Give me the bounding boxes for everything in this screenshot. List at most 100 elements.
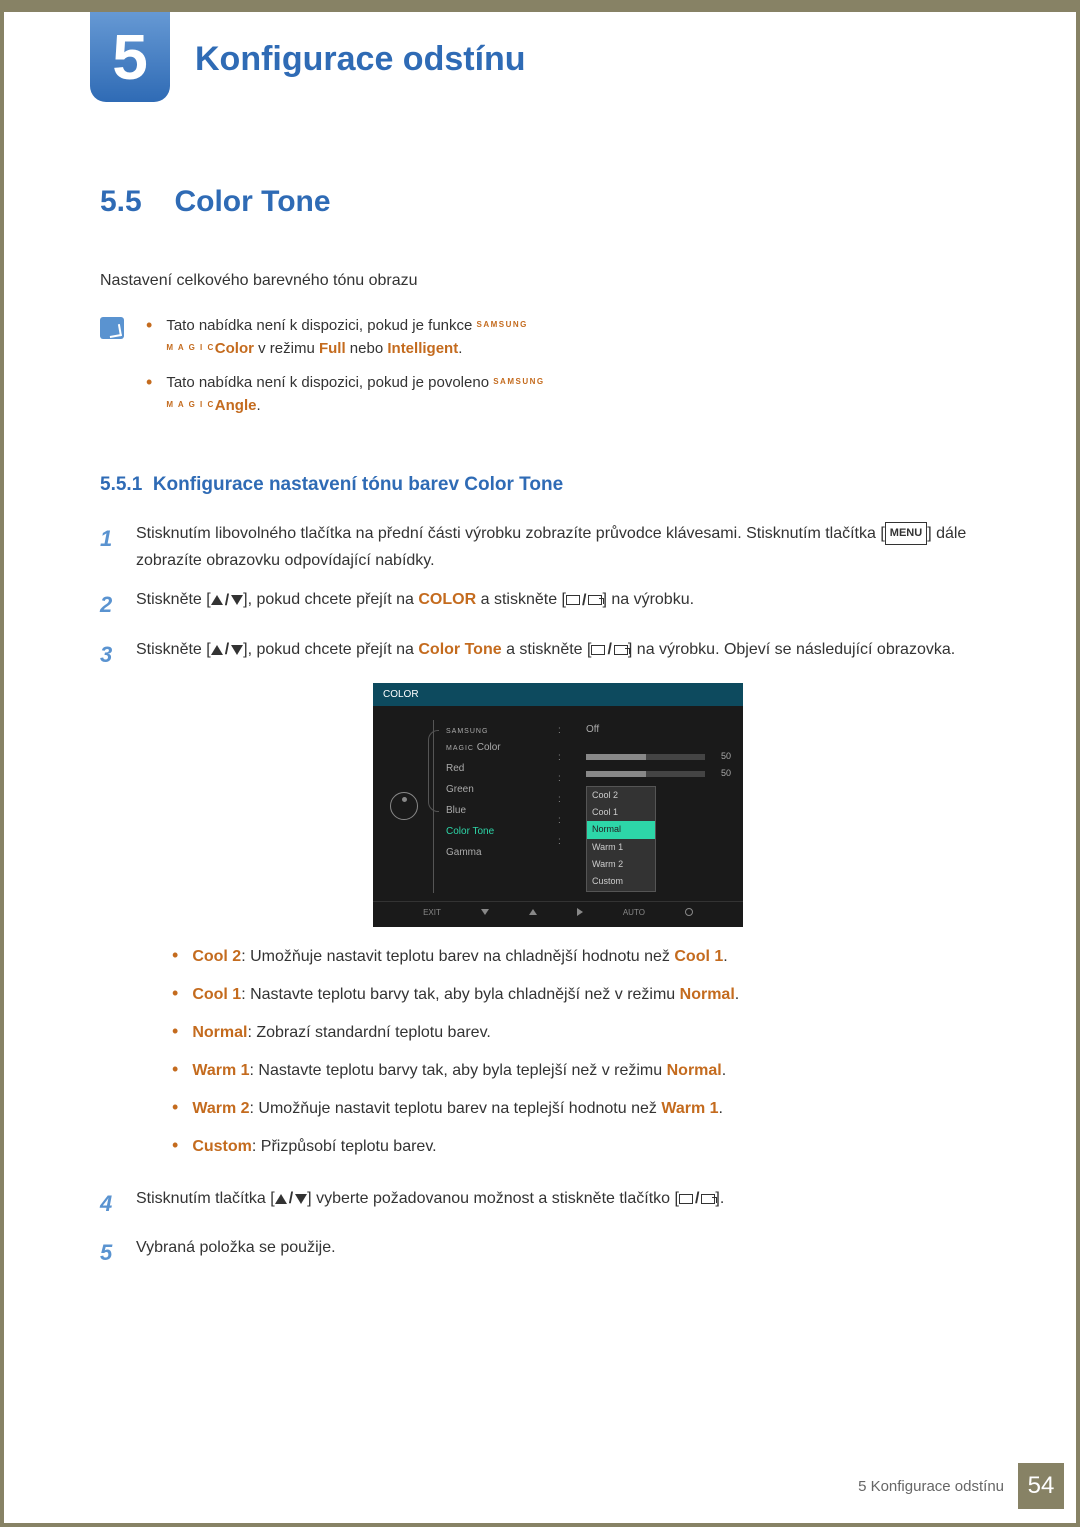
chapter-badge: 5 xyxy=(90,12,170,102)
osd-menu-item: SAMSUNGMAGIC Color xyxy=(446,720,548,758)
note-text: nebo xyxy=(346,340,388,357)
note-text: Tato nabídka není k dispozici, pokud je … xyxy=(166,317,476,334)
note-icon xyxy=(100,317,124,339)
step: 2 Stiskněte [/], pokud chcete přejít na … xyxy=(100,586,980,623)
bullet-list: •Cool 2: Umožňuje nastavit teplotu barev… xyxy=(172,945,980,1159)
step-text: ] na výrobku. xyxy=(602,591,694,608)
top-border xyxy=(0,0,1080,12)
osd-auto: AUTO xyxy=(623,906,645,920)
osd-screenshot: COLOR SAMSUNGMAGIC Color Red Green Blue … xyxy=(373,683,743,927)
bullet-text: . xyxy=(722,1062,726,1079)
step-text: ] vyberte požadovanou možnost a stisknět… xyxy=(307,1190,679,1207)
bullet-text: . xyxy=(723,948,727,965)
note-item: • Tato nabídka není k dispozici, pokud j… xyxy=(146,372,980,417)
step-text: ] na výrobku. Objeví se následující obra… xyxy=(628,641,955,658)
step-text: Stiskněte [ xyxy=(136,591,211,608)
osd-dd-item: Custom xyxy=(587,873,655,890)
osd-dd-item: Warm 2 xyxy=(587,856,655,873)
note-bold: Angle xyxy=(215,397,257,414)
bullet-bold: Normal xyxy=(680,986,735,1003)
step-text: Vybraná položka se použije. xyxy=(136,1234,980,1271)
osd-footer: EXIT AUTO xyxy=(373,901,743,924)
osd-menu-item: Gamma xyxy=(446,842,548,863)
step-number: 3 xyxy=(100,636,118,1173)
power-icon xyxy=(685,908,693,916)
step-text: Stisknutím tlačítka [ xyxy=(136,1190,275,1207)
step: 4 Stisknutím tlačítka [/] vyberte požado… xyxy=(100,1185,980,1222)
step-text: a stiskněte [ xyxy=(476,591,566,608)
note-text: v režimu xyxy=(254,340,319,357)
updown-icon: / xyxy=(211,636,243,663)
bullet-text: . xyxy=(735,986,739,1003)
bullet-item: •Cool 2: Umožňuje nastavit teplotu barev… xyxy=(172,945,980,969)
bullet-dot: • xyxy=(146,315,152,360)
bullet-bold: Normal xyxy=(667,1062,722,1079)
content: 5.5 Color Tone Nastavení celkového barev… xyxy=(100,185,980,1284)
bullet-item: •Warm 2: Umožňuje nastavit teplotu barev… xyxy=(172,1097,980,1121)
osd-header: COLOR xyxy=(373,683,743,706)
bullet-bold: Normal xyxy=(192,1024,247,1041)
note-bold: Color xyxy=(215,340,254,357)
section-title: Color Tone xyxy=(174,185,330,218)
step: 1 Stisknutím libovolného tlačítka na pře… xyxy=(100,520,980,574)
osd-value: 50 xyxy=(711,749,731,764)
note-bold: Full xyxy=(319,340,346,357)
step-bold: Color Tone xyxy=(418,641,501,658)
osd-value: Off xyxy=(586,721,599,738)
note-block: • Tato nabídka není k dispozici, pokud j… xyxy=(100,315,980,429)
bullet-text: : Nastavte teplotu barvy tak, aby byla c… xyxy=(241,986,679,1003)
left-border xyxy=(0,0,4,1527)
osd-dd-item: Cool 2 xyxy=(587,787,655,804)
bullet-item: •Warm 1: Nastavte teplotu barvy tak, aby… xyxy=(172,1059,980,1083)
osd-menu-item: Blue xyxy=(446,800,548,821)
bullet-item: •Cool 1: Nastavte teplotu barvy tak, aby… xyxy=(172,983,980,1007)
osd-menu-item: Green xyxy=(446,779,548,800)
chapter-title: Konfigurace odstínu xyxy=(195,40,526,79)
step: 5 Vybraná položka se použije. xyxy=(100,1234,980,1271)
menu-key-icon: MENU xyxy=(885,522,927,545)
bullet-item: •Normal: Zobrazí standardní teplotu bare… xyxy=(172,1021,980,1045)
note-bold: Intelligent xyxy=(387,340,458,357)
step-number: 4 xyxy=(100,1185,118,1222)
bullet-dot: • xyxy=(172,1059,178,1083)
bullet-text: : Nastavte teplotu barvy tak, aby byla t… xyxy=(250,1062,667,1079)
osd-value: 50 xyxy=(711,766,731,781)
step-text: Stisknutím libovolného tlačítka na předn… xyxy=(136,525,885,542)
down-icon xyxy=(481,909,489,915)
page-number: 54 xyxy=(1018,1463,1064,1509)
step-number: 2 xyxy=(100,586,118,623)
bullet-dot: • xyxy=(172,1021,178,1045)
bullet-bold: Cool 1 xyxy=(192,986,241,1003)
section-number: 5.5 xyxy=(100,185,170,219)
step-text: ], pokud chcete přejít na xyxy=(243,591,418,608)
step-number: 1 xyxy=(100,520,118,574)
osd-menu-item-selected: Color Tone xyxy=(446,821,548,842)
bullet-dot: • xyxy=(172,1135,178,1159)
updown-icon: / xyxy=(275,1185,307,1212)
enter-icon: / xyxy=(591,636,627,663)
bullet-dot: • xyxy=(146,372,152,417)
osd-dd-item: Warm 1 xyxy=(587,839,655,856)
osd-dd-item: Cool 1 xyxy=(587,804,655,821)
page-footer: 5 Konfigurace odstínu 54 xyxy=(858,1463,1064,1509)
up-icon xyxy=(529,909,537,915)
bullet-bold: Cool 1 xyxy=(674,948,723,965)
osd-exit: EXIT xyxy=(423,906,441,920)
step: 3 Stiskněte [/], pokud chcete přejít na … xyxy=(100,636,980,1173)
step-text: ], pokud chcete přejít na xyxy=(243,641,418,658)
note-text: Tato nabídka není k dispozici, pokud je … xyxy=(166,374,493,391)
bullet-text: : Umožňuje nastavit teplotu barev na chl… xyxy=(241,948,674,965)
step-bold: COLOR xyxy=(418,591,476,608)
bullet-item: •Custom: Přizpůsobí teplotu barev. xyxy=(172,1135,980,1159)
bullet-bold: Custom xyxy=(192,1138,252,1155)
bullet-text: : Umožňuje nastavit teplotu barev na tep… xyxy=(250,1100,662,1117)
subsection-heading: 5.5.1 Konfigurace nastavení tónu barev C… xyxy=(100,474,980,496)
osd-dd-item-selected: Normal xyxy=(587,821,655,838)
osd-dropdown: Cool 2 Cool 1 Normal Warm 1 Warm 2 Custo… xyxy=(586,786,656,892)
enter-icon: / xyxy=(566,587,602,614)
updown-icon: / xyxy=(211,587,243,614)
step-text: Stiskněte [ xyxy=(136,641,211,658)
right-border xyxy=(1076,0,1080,1527)
steps: 1 Stisknutím libovolného tlačítka na pře… xyxy=(100,520,980,1272)
bullet-dot: • xyxy=(172,945,178,969)
